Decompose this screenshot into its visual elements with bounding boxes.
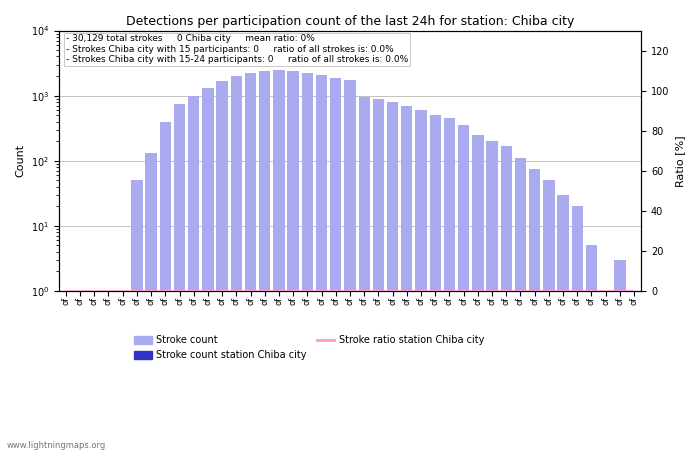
Bar [529,169,540,450]
Bar [103,297,114,450]
Title: Detections per participation count of the last 24h for station: Chiba city: Detections per participation count of th… [126,15,574,28]
Bar [358,97,370,450]
Y-axis label: Count: Count [15,144,25,177]
Bar [473,135,484,450]
Bar [600,297,611,450]
Bar [344,80,356,450]
Bar [316,75,328,450]
Text: www.lightningmaps.org: www.lightningmaps.org [7,441,106,450]
Bar [372,99,384,450]
Bar [160,122,171,450]
Bar [401,106,412,450]
Bar [60,297,71,450]
Bar [259,71,270,450]
Bar [430,115,441,450]
Bar [188,96,199,450]
Bar [500,146,512,450]
Bar [387,102,398,450]
Bar [231,76,242,450]
Bar [458,125,469,450]
Bar [557,195,569,450]
Bar [131,180,143,450]
Bar [202,88,214,450]
Bar [245,73,256,450]
Bar [146,153,157,450]
Bar [543,180,554,450]
Bar [74,297,86,450]
Bar [302,73,313,450]
Bar [629,297,640,450]
Bar [117,297,128,450]
Bar [174,104,186,450]
Bar [216,81,228,450]
Bar [330,77,342,450]
Bar [89,297,100,450]
Bar [586,245,597,450]
Y-axis label: Ratio [%]: Ratio [%] [675,135,685,187]
Bar [444,118,455,450]
Legend: Stroke count, Stroke count station Chiba city, Stroke ratio station Chiba city: Stroke count, Stroke count station Chiba… [130,332,489,364]
Bar [572,206,583,450]
Text: - 30,129 total strokes     0 Chiba city     mean ratio: 0%
- Strokes Chiba city : - 30,129 total strokes 0 Chiba city mean… [66,35,408,64]
Bar [415,110,427,450]
Bar [486,141,498,450]
Bar [514,158,526,450]
Bar [273,70,285,450]
Bar [288,72,299,450]
Bar [614,260,626,450]
